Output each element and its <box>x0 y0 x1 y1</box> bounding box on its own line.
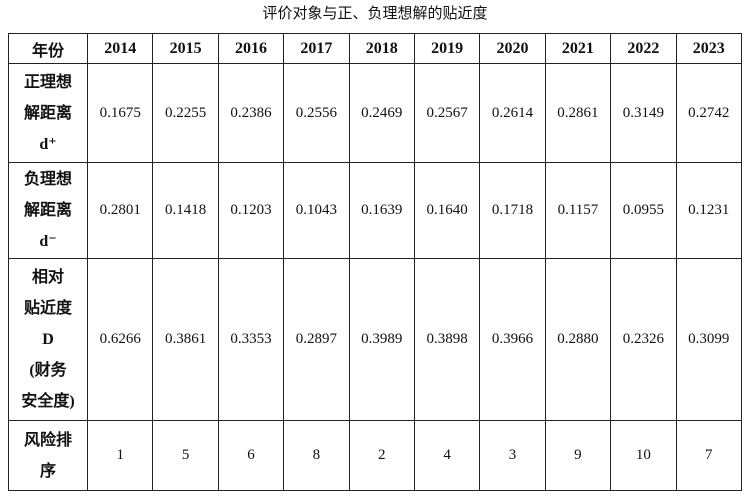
table: 年份 2014 2015 2016 2017 2018 2019 2020 2021 2022 20… <box>8 33 743 491</box>
value-cell: 3 <box>479 420 546 491</box>
value-cell: 0.3861 <box>152 258 219 421</box>
label-line: 相对 <box>31 269 64 286</box>
value-cell: 0.1231 <box>675 162 743 259</box>
value-cell: 0.1640 <box>413 162 481 259</box>
value-cell: 0.2556 <box>283 63 350 163</box>
header-cell: 2018 <box>348 33 415 64</box>
value-cell: 0.3989 <box>348 258 415 421</box>
value-cell: 1 <box>86 420 154 491</box>
value-cell: 4 <box>413 420 481 491</box>
value-cell: 0.0955 <box>610 162 677 259</box>
value-cell: 7 <box>675 420 743 491</box>
value-cell: 10 <box>610 420 677 491</box>
value-cell: 8 <box>283 420 350 491</box>
header-cell: 2016 <box>217 33 285 64</box>
table-row: 正理想 解距离 d⁺ 0.1675 0.2255 0.2386 0.2556 0.2469 0.… <box>8 63 743 163</box>
label-line: 解距离 <box>23 202 72 219</box>
header-cell: 2021 <box>544 33 612 64</box>
value-cell: 0.3353 <box>217 258 285 421</box>
value-cell: 0.2861 <box>544 63 612 163</box>
header-cell: 2022 <box>610 33 677 64</box>
header-row: 年份 2014 2015 2016 2017 2018 2019 2020 2021 2022 20… <box>8 33 743 64</box>
table-row: 风险排序 1 5 6 8 2 4 3 9 10 7 <box>8 420 743 491</box>
table-row: 相对 贴近度 D (财务 安全度) 0.6266 0.3861 0.3353 0.2897 0.3… <box>8 258 743 421</box>
value-cell: 0.2469 <box>348 63 415 163</box>
label-line: d⁻ <box>39 233 57 250</box>
value-cell: 0.1043 <box>283 162 350 259</box>
label-line: 负理想 <box>23 171 72 188</box>
table-row: 负理想 解距离 d⁻ 0.2801 0.1418 0.1203 0.1043 0.1639 0.… <box>8 162 743 259</box>
value-cell: 0.1157 <box>544 162 612 259</box>
label-line: 解距离 <box>23 104 72 122</box>
value-cell: 0.2567 <box>413 63 481 163</box>
header-cell: 2023 <box>675 33 743 64</box>
header-cell: 2017 <box>283 33 350 64</box>
value-cell: 0.1718 <box>479 162 546 259</box>
value-cell: 0.2386 <box>217 63 285 163</box>
value-cell: 0.1418 <box>152 162 219 259</box>
value-cell: 6 <box>217 420 285 491</box>
row-label: 风险排序 <box>8 420 88 491</box>
value-cell: 0.3898 <box>413 258 481 421</box>
value-cell: 0.2255 <box>152 63 219 163</box>
value-cell: 0.6266 <box>86 258 154 421</box>
label-line: 正理想 <box>23 73 72 91</box>
value-cell: 0.2801 <box>86 162 154 259</box>
header-cell: 2019 <box>413 33 481 64</box>
value-cell: 0.3966 <box>479 258 546 421</box>
label-line: 安全度) <box>21 393 75 410</box>
header-cell: 年份 <box>8 33 88 64</box>
table-body: 年份 2014 2015 2016 2017 2018 2019 2020 2021 2022 20… <box>8 33 743 491</box>
header-cell: 2014 <box>86 33 154 64</box>
value-cell: 5 <box>152 420 219 491</box>
value-cell: 0.1203 <box>217 162 285 259</box>
value-cell: 9 <box>544 420 612 491</box>
header-cell: 2015 <box>152 33 219 64</box>
value-cell: 0.1639 <box>348 162 415 259</box>
row-label: 负理想解距离 d⁻ <box>8 162 88 259</box>
label-line: 风险排 <box>23 431 72 449</box>
table-title: 评价对象与正、负理想解的贴近度 <box>262 6 488 22</box>
header-cell: 2020 <box>479 33 546 64</box>
value-cell: 0.2742 <box>675 63 743 163</box>
label-line: 序 <box>39 462 56 480</box>
value-cell: 0.3149 <box>610 63 677 163</box>
value-cell: 0.2326 <box>610 258 677 421</box>
value-cell: 0.1675 <box>86 63 154 163</box>
value-cell: 0.2614 <box>479 63 546 163</box>
row-label: 相对贴近度 D (财务安全度) <box>8 258 88 421</box>
value-cell: 0.2880 <box>544 258 612 421</box>
value-cell: 0.2897 <box>283 258 350 421</box>
label-line: D <box>42 331 54 348</box>
value-cell: 0.3099 <box>675 258 743 421</box>
label-line: 贴近度 <box>23 300 72 317</box>
label-line: d⁺ <box>39 135 57 153</box>
value-cell: 2 <box>348 420 415 491</box>
row-label: 正理想解距离 d⁺ <box>8 63 88 163</box>
label-line: (财务 <box>29 362 67 379</box>
